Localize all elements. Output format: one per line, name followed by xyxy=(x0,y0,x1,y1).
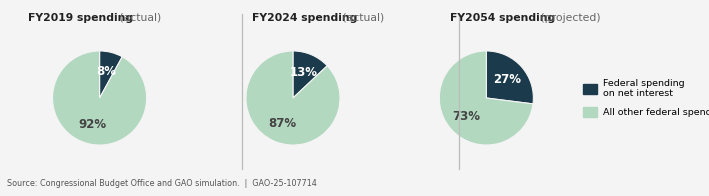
Text: 27%: 27% xyxy=(493,74,521,86)
Wedge shape xyxy=(486,51,533,104)
Wedge shape xyxy=(52,51,147,145)
Wedge shape xyxy=(293,51,328,98)
Text: 92%: 92% xyxy=(79,118,107,131)
Text: 13%: 13% xyxy=(290,66,318,79)
Text: FY2054 spending: FY2054 spending xyxy=(450,13,555,23)
Text: 87%: 87% xyxy=(268,117,296,130)
Text: (projected): (projected) xyxy=(537,13,601,23)
Text: Source: Congressional Budget Office and GAO simulation.  |  GAO-25-107714: Source: Congressional Budget Office and … xyxy=(7,179,317,188)
Legend: Federal spending
on net interest, All other federal spending: Federal spending on net interest, All ot… xyxy=(583,79,709,117)
Text: FY2019 spending: FY2019 spending xyxy=(28,13,133,23)
Text: (actual): (actual) xyxy=(339,13,384,23)
Wedge shape xyxy=(440,51,533,145)
Text: 73%: 73% xyxy=(452,110,480,122)
Text: 8%: 8% xyxy=(96,65,116,78)
Wedge shape xyxy=(246,51,340,145)
Text: FY2024 spending: FY2024 spending xyxy=(252,13,357,23)
Wedge shape xyxy=(99,51,122,98)
Text: (actual): (actual) xyxy=(116,13,161,23)
